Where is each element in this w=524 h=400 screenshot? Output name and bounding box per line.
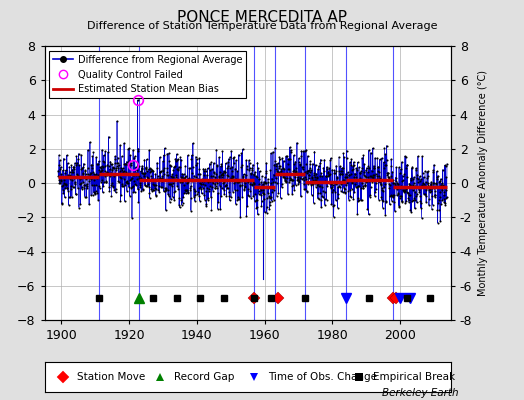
Text: Record Gap: Record Gap: [174, 372, 235, 382]
Text: Time of Obs. Change: Time of Obs. Change: [268, 372, 377, 382]
Text: Berkeley Earth: Berkeley Earth: [382, 388, 458, 398]
Text: Empirical Break: Empirical Break: [374, 372, 455, 382]
Text: Station Move: Station Move: [77, 372, 145, 382]
Y-axis label: Monthly Temperature Anomaly Difference (°C): Monthly Temperature Anomaly Difference (…: [478, 70, 488, 296]
Legend: Difference from Regional Average, Quality Control Failed, Estimated Station Mean: Difference from Regional Average, Qualit…: [49, 51, 246, 98]
Text: PONCE MERCEDITA AP: PONCE MERCEDITA AP: [177, 10, 347, 25]
Text: Difference of Station Temperature Data from Regional Average: Difference of Station Temperature Data f…: [87, 21, 437, 31]
